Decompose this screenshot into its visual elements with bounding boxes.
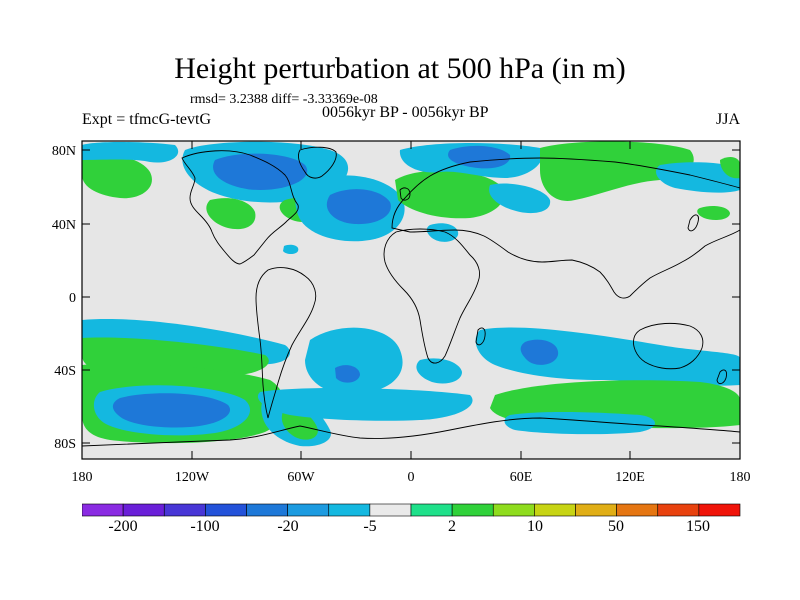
lat-tick-label: 40N: [52, 218, 76, 233]
colorbar-label: 10: [527, 518, 543, 535]
uk-coast: [399, 187, 411, 201]
anomaly-region: [335, 365, 360, 383]
anomaly-region: [82, 142, 179, 163]
colorbar: [82, 503, 741, 517]
colorbar-label: -5: [363, 518, 377, 535]
lat-tick-label: 0: [69, 291, 76, 306]
coastlines: [82, 146, 740, 447]
australia-coast: [633, 322, 704, 370]
colorbar-label: 150: [686, 518, 710, 535]
map-title: Height perturbation at 500 hPa (in m): [174, 52, 626, 85]
eurasia-coast: [391, 157, 740, 299]
greenland-coast: [297, 146, 337, 179]
anomaly-region: [213, 153, 308, 190]
colorbar-swatch: [328, 503, 371, 517]
north-america-coast: [181, 150, 299, 265]
colorbar-swatch: [82, 503, 124, 517]
colorbar-swatch: [369, 503, 412, 517]
experiment-label: Expt = tfmcG-tevtG: [82, 111, 211, 128]
colorbar-swatch: [246, 503, 288, 517]
lon-tick-label: 180: [72, 470, 93, 485]
madagascar-coast: [475, 327, 486, 346]
new-zealand-coast: [716, 369, 727, 385]
colorbar-swatch: [534, 503, 576, 517]
colorbar-swatch: [287, 503, 330, 517]
anomaly-region: [504, 411, 655, 435]
colorbar-label: 2: [448, 518, 456, 535]
lat-tick-label: 80S: [54, 437, 76, 452]
south-america-coast: [255, 267, 317, 419]
japan-coast: [687, 214, 699, 232]
lon-tick-label: 60W: [287, 470, 315, 485]
colorbar-swatch: [163, 503, 206, 517]
anomaly-region: [283, 244, 299, 254]
colorbar-swatch: [492, 503, 535, 517]
colorbar-label: -100: [190, 518, 220, 535]
anomaly-region: [281, 407, 318, 440]
colorbar-swatch: [122, 503, 165, 517]
anomaly-region: [416, 358, 462, 384]
colorbar-swatch: [575, 503, 617, 517]
anomaly-region: [426, 223, 459, 242]
colorbar-swatch: [410, 503, 453, 517]
colorbar-swatch: [205, 503, 247, 517]
colorbar-label: -20: [277, 518, 299, 535]
lat-tick-label: 80N: [52, 144, 76, 159]
anomaly-region: [489, 183, 551, 214]
stats-label: rmsd= 3.2388 diff= -3.33369e-08: [190, 92, 378, 107]
anomaly-region: [206, 198, 256, 230]
lon-tick-label: 120E: [615, 470, 645, 485]
anomaly-region: [540, 141, 694, 201]
anomaly-region: [448, 145, 511, 169]
anomaly-region: [720, 157, 740, 179]
lon-tick-label: 60E: [510, 470, 533, 485]
period-label: 0056kyr BP - 0056kyr BP: [322, 104, 489, 121]
colorbar-label: -200: [108, 518, 138, 535]
anomaly-region: [257, 388, 473, 421]
lon-tick-label: 120W: [175, 470, 210, 485]
season-label: JJA: [716, 111, 741, 128]
anomaly-region: [112, 393, 231, 428]
lon-tick-label: 180: [730, 470, 751, 485]
colorbar-swatch: [657, 503, 700, 517]
lat-tick-label: 40S: [54, 364, 76, 379]
anomaly-region: [326, 189, 391, 225]
antarctica-coast: [82, 417, 740, 447]
field-layer: [82, 141, 740, 459]
colorbar-swatch: [616, 503, 659, 517]
axis-ticks: 80N 40N 0 40S 80S 180 120W 60W 0 60E 120E 180: [52, 141, 751, 485]
anomaly-region: [697, 205, 730, 221]
anomaly-region: [82, 154, 152, 199]
lon-tick-label: 0: [408, 470, 415, 485]
colorbar-label: 50: [608, 518, 624, 535]
africa-coast: [383, 228, 481, 364]
anomaly-region: [305, 327, 403, 395]
anomaly-region: [395, 170, 504, 219]
colorbar-swatch: [451, 503, 494, 517]
colorbar-swatch: [698, 503, 741, 517]
anomaly-region: [520, 339, 559, 365]
